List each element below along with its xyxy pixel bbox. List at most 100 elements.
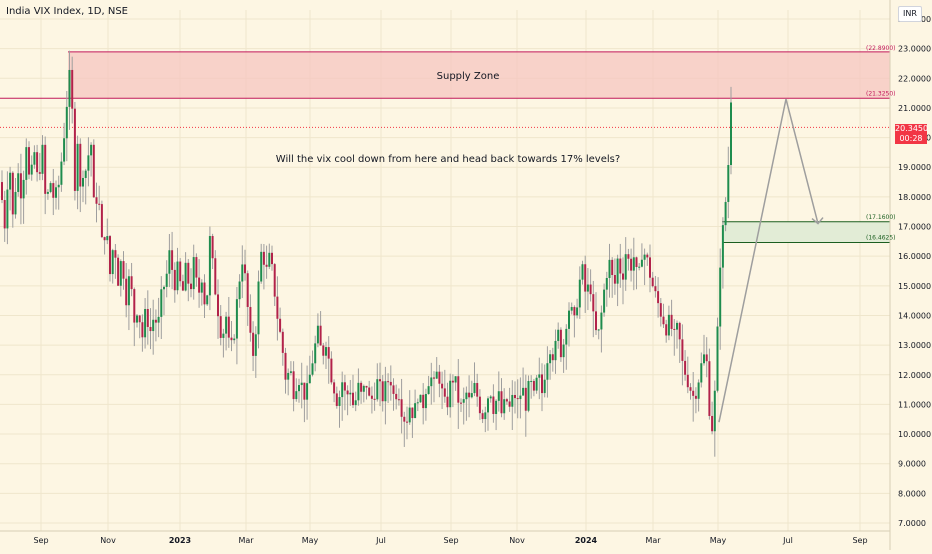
candle-body bbox=[330, 358, 333, 383]
candle-body bbox=[524, 387, 527, 411]
candle-body bbox=[651, 277, 654, 287]
candle-body bbox=[478, 396, 481, 414]
candle-body bbox=[208, 236, 211, 296]
candle-body bbox=[551, 354, 554, 361]
candle-body bbox=[578, 279, 581, 308]
candle-body bbox=[562, 344, 565, 358]
candle-body bbox=[119, 261, 122, 286]
candle-body bbox=[60, 161, 63, 185]
candle-body bbox=[106, 236, 109, 241]
last-price-value: 20.3450 bbox=[895, 124, 929, 133]
supply-zone-bottom-value: (21.3250) bbox=[866, 90, 896, 97]
candle-body bbox=[692, 390, 695, 396]
candle-body bbox=[314, 343, 317, 364]
candle-body bbox=[424, 393, 427, 409]
candle-body bbox=[292, 371, 295, 400]
candle-body bbox=[608, 259, 611, 278]
candle-body bbox=[624, 254, 627, 280]
y-tick-label: 9.0000 bbox=[898, 460, 926, 469]
candle-body bbox=[716, 326, 719, 391]
candle-body bbox=[303, 382, 306, 400]
y-tick-label: 18.0000 bbox=[898, 193, 931, 202]
candle-body bbox=[589, 284, 592, 295]
candle-body bbox=[443, 388, 446, 397]
candle-body bbox=[176, 261, 179, 291]
candle-body bbox=[190, 283, 192, 290]
candle-body bbox=[6, 189, 9, 229]
candle-body bbox=[195, 257, 198, 278]
candle-body bbox=[541, 374, 543, 394]
symbol-title: India VIX Index, 1D, NSE bbox=[6, 6, 128, 17]
candle-body bbox=[165, 273, 168, 287]
candle-body bbox=[241, 264, 244, 282]
projection-arrowhead bbox=[811, 217, 824, 225]
candle-body bbox=[700, 363, 703, 383]
candle-body bbox=[514, 394, 516, 399]
candle-body bbox=[152, 319, 155, 332]
candle-body bbox=[581, 264, 584, 280]
candle-body bbox=[211, 236, 214, 259]
demand-zone-bottom-value: (16.4625) bbox=[866, 234, 896, 241]
candle-body bbox=[368, 387, 371, 396]
candle-body bbox=[225, 316, 228, 334]
candle-body bbox=[163, 286, 165, 290]
candle-body bbox=[387, 381, 390, 383]
candle-body bbox=[665, 324, 668, 336]
last-price-badge: 20.3450 00:28 bbox=[895, 124, 929, 144]
candle-body bbox=[187, 262, 190, 284]
candle-body bbox=[584, 264, 587, 292]
candle-body bbox=[279, 318, 282, 332]
candle-body bbox=[730, 102, 732, 166]
x-tick-label: 2023 bbox=[169, 536, 191, 545]
candle-body bbox=[449, 380, 452, 408]
candle-body bbox=[457, 376, 460, 403]
candle-body bbox=[117, 257, 120, 286]
candle-body bbox=[376, 379, 379, 400]
candle-body bbox=[254, 334, 257, 356]
candle-body bbox=[689, 387, 692, 391]
currency-badge[interactable]: INR bbox=[898, 6, 922, 22]
candle-body bbox=[222, 333, 225, 338]
candle-body bbox=[219, 316, 222, 338]
candle-body bbox=[595, 311, 597, 331]
candle-body bbox=[217, 294, 219, 317]
candle-body bbox=[384, 381, 387, 402]
y-tick-label: 16.0000 bbox=[898, 252, 931, 261]
demand-zone-top-value: (17.1600) bbox=[866, 214, 896, 221]
y-tick-label: 10.0000 bbox=[898, 430, 931, 439]
candle-body bbox=[681, 339, 684, 361]
candle-body bbox=[441, 383, 444, 389]
candle-layer bbox=[1, 50, 732, 457]
candle-body bbox=[705, 354, 708, 362]
candle-body bbox=[557, 329, 560, 341]
candle-body bbox=[300, 382, 303, 386]
candle-body bbox=[638, 266, 641, 268]
candle-body bbox=[98, 203, 101, 205]
x-tick-label: Jul bbox=[375, 536, 386, 545]
candle-body bbox=[495, 400, 498, 414]
candle-body bbox=[11, 172, 14, 215]
candle-body bbox=[597, 329, 600, 331]
candle-body bbox=[109, 236, 111, 275]
candle-body bbox=[276, 296, 279, 319]
candle-body bbox=[527, 380, 530, 411]
candle-body bbox=[516, 398, 519, 400]
x-tick-label: Jul bbox=[782, 536, 793, 545]
candle-body bbox=[33, 152, 36, 165]
candle-body bbox=[451, 380, 454, 383]
candle-body bbox=[721, 225, 724, 268]
candle-body bbox=[435, 371, 438, 379]
candle-body bbox=[41, 144, 44, 174]
candle-body bbox=[370, 395, 373, 399]
candle-body bbox=[252, 332, 255, 356]
candle-body bbox=[630, 258, 633, 271]
candle-body bbox=[233, 338, 236, 341]
candle-body bbox=[389, 381, 392, 386]
candle-body bbox=[127, 276, 130, 306]
candle-body bbox=[473, 382, 476, 394]
candle-body bbox=[3, 200, 6, 229]
candle-body bbox=[500, 391, 503, 414]
candle-body bbox=[87, 155, 90, 171]
